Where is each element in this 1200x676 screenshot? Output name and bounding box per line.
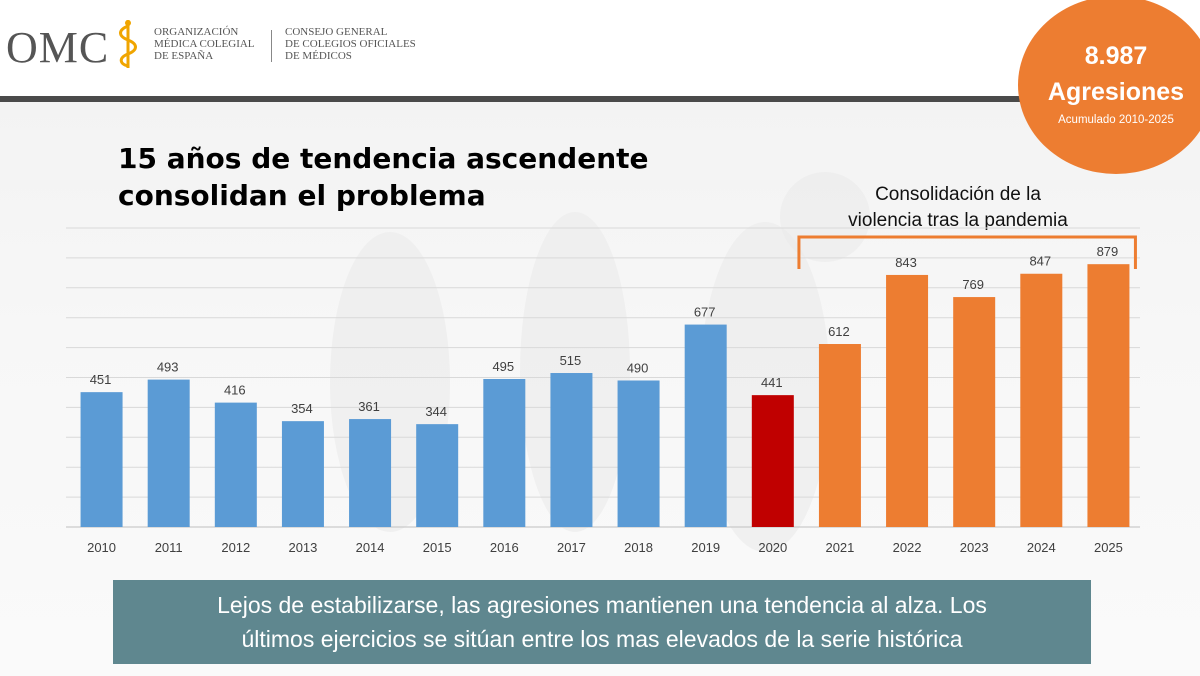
conclusion-line1: Lejos de estabilizarse, las agresiones m… <box>217 592 987 618</box>
badge-label: Agresiones <box>1047 78 1185 106</box>
tick-label-2024: 2024 <box>1027 540 1056 555</box>
bar-2011 <box>147 379 190 527</box>
data-label-2025: 879 <box>1097 244 1119 259</box>
tick-label-2016: 2016 <box>490 540 519 555</box>
bar-2016 <box>483 378 526 527</box>
slide-title-line2: consolidan el problema <box>118 179 486 212</box>
tick-label-2012: 2012 <box>221 540 250 555</box>
annotation-line1: Consolidación de la <box>875 184 1041 205</box>
data-label-2023: 769 <box>962 277 984 292</box>
tick-label-2010: 2010 <box>87 540 116 555</box>
tick-label-2011: 2011 <box>155 540 183 555</box>
council-name-line1: Consejo General <box>285 26 388 38</box>
data-label-2018: 490 <box>627 360 649 375</box>
org-name-line3: de España <box>154 50 214 62</box>
badge-subtitle: Acumulado 2010-2025 <box>1058 114 1174 126</box>
data-label-2011: 493 <box>157 360 179 375</box>
data-label-2022: 843 <box>895 255 917 270</box>
tick-label-2023: 2023 <box>960 540 989 555</box>
conclusion-box: Lejos de estabilizarse, las agresiones m… <box>113 580 1091 664</box>
bar-2018 <box>617 380 660 527</box>
slide-title-line1: 15 años de tendencia ascendente <box>118 142 649 175</box>
data-label-2015: 344 <box>425 404 447 419</box>
org-name: Organización Médica Colegial de España <box>154 26 255 62</box>
tick-label-2021: 2021 <box>825 540 854 555</box>
bar-2014 <box>349 419 392 527</box>
conclusion-line2: últimos ejercicios se sitúan entre los m… <box>241 626 963 652</box>
data-label-2019: 677 <box>694 305 716 320</box>
tick-label-2025: 2025 <box>1094 540 1123 555</box>
annotation-line2: violencia tras la pandemia <box>848 210 1068 231</box>
data-label-2014: 361 <box>358 399 380 414</box>
council-name-line3: de Médicos <box>285 50 352 62</box>
pandemic-annotation: Consolidación de la violencia tras la pa… <box>820 182 1096 234</box>
tick-label-2017: 2017 <box>557 540 586 555</box>
data-label-2012: 416 <box>224 383 246 398</box>
bar-2019 <box>684 324 727 527</box>
badge-number: 8.987 <box>1084 42 1148 70</box>
tick-label-2020: 2020 <box>758 540 787 555</box>
tick-label-2014: 2014 <box>356 540 385 555</box>
org-name-line1: Organización <box>154 26 239 38</box>
bar-2024 <box>1020 273 1063 527</box>
council-name-line2: de Colegios Oficiales <box>285 38 416 50</box>
data-label-2013: 354 <box>291 401 313 416</box>
header-divider <box>0 96 1200 102</box>
header <box>0 0 1200 98</box>
pandemic-bracket <box>797 235 1137 269</box>
bar-2020 <box>751 395 794 527</box>
data-label-2024: 847 <box>1029 254 1051 269</box>
bar-2025 <box>1087 264 1130 527</box>
org-name-line2: Médica Colegial <box>154 38 255 50</box>
data-label-2010: 451 <box>90 372 112 387</box>
tick-label-2019: 2019 <box>691 540 720 555</box>
bar-2023 <box>953 297 996 527</box>
bar-2010 <box>80 392 123 527</box>
slide-title: 15 años de tendencia ascendente consolid… <box>118 140 758 214</box>
bar-2015 <box>416 424 459 527</box>
bar-2013 <box>281 421 324 527</box>
total-badge <box>1018 0 1200 174</box>
logo-omc: OMC <box>6 23 110 72</box>
bar-2017 <box>550 373 593 527</box>
data-label-2016: 495 <box>492 359 514 374</box>
data-label-2020: 441 <box>761 375 783 390</box>
tick-label-2018: 2018 <box>624 540 653 555</box>
tick-label-2013: 2013 <box>288 540 317 555</box>
council-name: Consejo General de Colegios Oficiales de… <box>285 26 416 62</box>
bar-2012 <box>214 402 257 527</box>
caduceus-icon <box>119 20 137 68</box>
bar-2022 <box>886 274 929 527</box>
tick-label-2015: 2015 <box>423 540 452 555</box>
bar-2021 <box>818 344 861 527</box>
logo-separator <box>271 30 272 62</box>
data-label-2021: 612 <box>828 324 850 339</box>
tick-label-2022: 2022 <box>893 540 922 555</box>
data-label-2017: 515 <box>560 353 582 368</box>
